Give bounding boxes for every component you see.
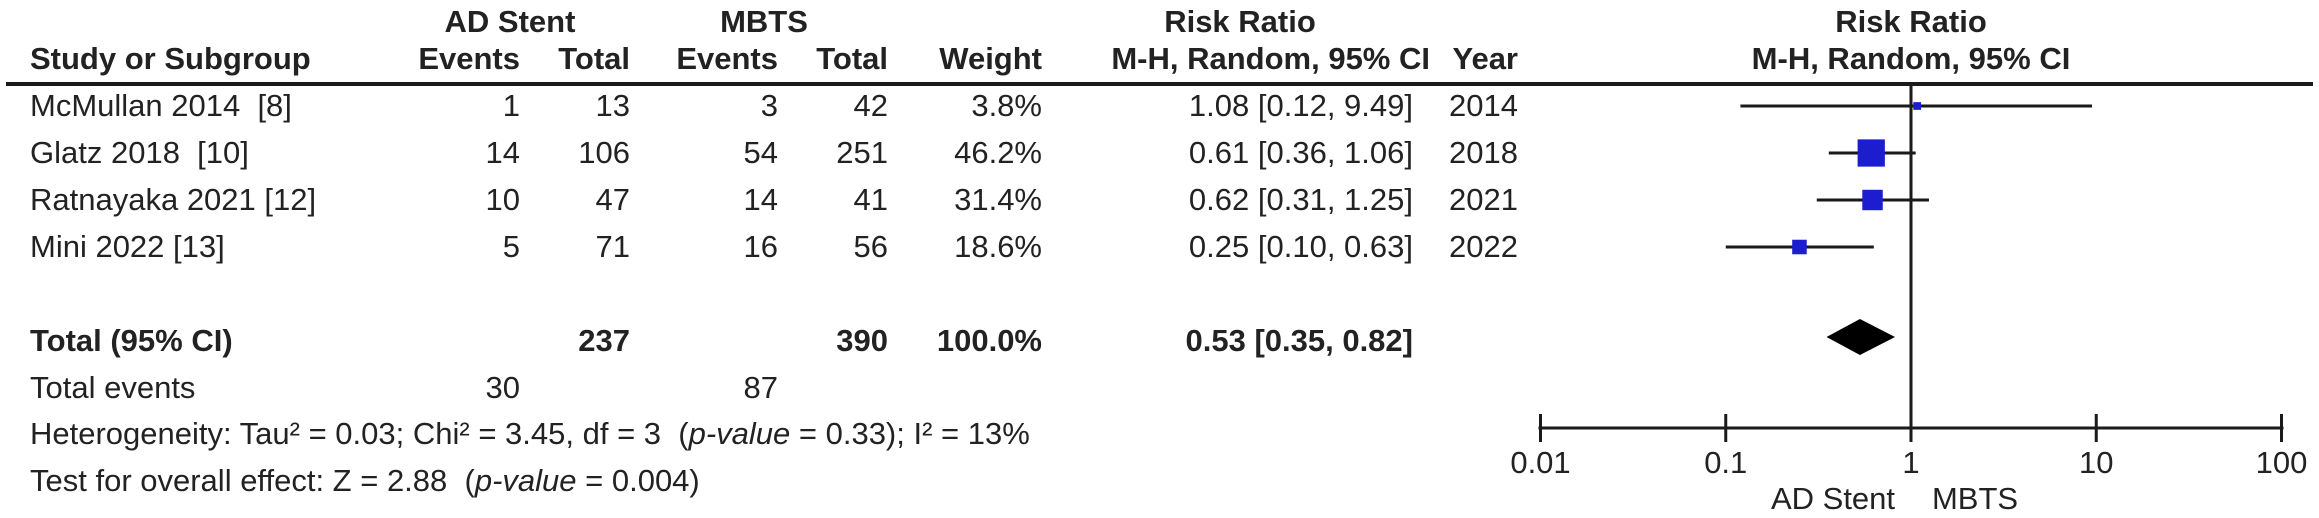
- col-header-ad-events: Events: [418, 41, 520, 76]
- favours-right-label: MBTS: [1932, 481, 2018, 516]
- weight-value: 3.8%: [971, 88, 1042, 123]
- total-events-ad-stent: 30: [485, 370, 520, 405]
- group-header-ad-stent: AD Stent: [444, 4, 576, 39]
- col-header-mbts-events: Events: [676, 41, 778, 76]
- risk-ratio-header-right: Risk Ratio: [1835, 4, 1987, 39]
- col-header-mbts-total: Total: [816, 41, 888, 76]
- year-value: 2014: [1449, 88, 1518, 123]
- mbts-total: 42: [853, 88, 888, 123]
- total-events-label: Total events: [30, 370, 196, 405]
- heterogeneity-text-post: = 0.33); I² = 13%: [790, 416, 1030, 451]
- year-value: 2021: [1449, 182, 1518, 217]
- col-header-study: Study or Subgroup: [30, 41, 311, 76]
- overall-effect-text-pre: Test for overall effect: Z = 2.88 (: [30, 463, 475, 498]
- mbts-total: 41: [853, 182, 888, 217]
- total-events-row: Total events 30 87: [0, 366, 2319, 410]
- mbts-events: 3: [760, 88, 778, 123]
- column-header-row: Study or Subgroup Events Total Events To…: [0, 37, 2319, 81]
- favours-left-label: AD Stent: [1771, 481, 1895, 516]
- mbts-events: 54: [743, 135, 778, 170]
- effect-square: [1857, 139, 1885, 167]
- ad-stent-events: 1: [502, 88, 520, 123]
- heterogeneity-pvalue-italic: p-value: [688, 416, 791, 451]
- study-row: Ratnayaka 2021 [12] 10 47 14 41 31.4% 0.…: [0, 178, 2319, 222]
- overall-effect-text-post: = 0.004): [576, 463, 700, 498]
- ad-stent-total: 47: [595, 182, 630, 217]
- effect-square: [1913, 102, 1922, 110]
- total-label: Total (95% CI): [30, 323, 233, 358]
- axis-tick-label: 1: [1902, 445, 1919, 480]
- year-value: 2018: [1449, 135, 1518, 170]
- effect-square: [1862, 189, 1883, 211]
- axis-tick-label: 0.01: [1510, 445, 1570, 480]
- mbts-events: 16: [743, 229, 778, 264]
- study-row: Glatz 2018 [10] 14 106 54 251 46.2% 0.61…: [0, 131, 2319, 175]
- total-row: Total (95% CI) 237 390 100.0% 0.53 [0.35…: [0, 319, 2319, 363]
- axis-tick-label: 0.1: [1704, 445, 1747, 480]
- ad-stent-total: 13: [595, 88, 630, 123]
- overall-effect-text: Test for overall effect: Z = 2.88 (p-val…: [30, 459, 700, 503]
- col-header-ad-total: Total: [558, 41, 630, 76]
- study-name: Glatz 2018 [10]: [30, 135, 249, 170]
- year-value: 2022: [1449, 229, 1518, 264]
- total-ad-stent-n: 237: [578, 323, 630, 358]
- group-header-row: AD Stent MBTS Risk Ratio Risk Ratio: [0, 0, 2319, 44]
- overall-effect-pvalue-italic: p-value: [474, 463, 577, 498]
- heterogeneity-text: Heterogeneity: Tau² = 0.03; Chi² = 3.45,…: [30, 412, 1030, 456]
- ad-stent-total: 71: [595, 229, 630, 264]
- col-header-year: Year: [1452, 41, 1518, 76]
- total-mbts-n: 390: [836, 323, 888, 358]
- total-events-mbts: 87: [743, 370, 778, 405]
- mbts-total: 56: [853, 229, 888, 264]
- axis-tick-label: 10: [2079, 445, 2113, 480]
- study-row: Mini 2022 [13] 5 71 16 56 18.6% 0.25 [0.…: [0, 225, 2319, 269]
- col-header-weight: Weight: [939, 41, 1042, 76]
- effect-square: [1792, 239, 1807, 255]
- study-name: Ratnayaka 2021 [12]: [30, 182, 317, 217]
- weight-value: 46.2%: [954, 135, 1042, 170]
- study-row: McMullan 2014 [8] 1 13 3 42 3.8% 1.08 [0…: [0, 84, 2319, 128]
- risk-ratio-value: 1.08 [0.12, 9.49]: [1188, 88, 1413, 123]
- study-name: McMullan 2014 [8]: [30, 88, 292, 123]
- mbts-events: 14: [743, 182, 778, 217]
- col-header-mh-random-ci: M-H, Random, 95% CI: [1111, 41, 1430, 76]
- ad-stent-events: 5: [502, 229, 520, 264]
- overall-effect-row: Test for overall effect: Z = 2.88 (p-val…: [0, 459, 2319, 503]
- risk-ratio-value: 0.62 [0.31, 1.25]: [1188, 182, 1413, 217]
- risk-ratio-value: 0.25 [0.10, 0.63]: [1188, 229, 1413, 264]
- ad-stent-total: 106: [578, 135, 630, 170]
- total-weight: 100.0%: [936, 323, 1042, 358]
- weight-value: 31.4%: [954, 182, 1042, 217]
- plot-header-mh-random-ci: M-H, Random, 95% CI: [1751, 41, 2071, 76]
- heterogeneity-text-pre: Heterogeneity: Tau² = 0.03; Chi² = 3.45,…: [30, 416, 689, 451]
- header-rule: [6, 82, 2313, 86]
- axis-tick-label: 100: [2256, 445, 2308, 480]
- study-name: Mini 2022 [13]: [30, 229, 225, 264]
- group-header-mbts: MBTS: [720, 4, 808, 39]
- risk-ratio-value: 0.61 [0.36, 1.06]: [1188, 135, 1413, 170]
- total-risk-ratio: 0.53 [0.35, 0.82]: [1185, 323, 1414, 358]
- ad-stent-events: 14: [485, 135, 520, 170]
- summary-diamond: [1826, 319, 1896, 355]
- ad-stent-events: 10: [485, 182, 520, 217]
- risk-ratio-header-left: Risk Ratio: [1164, 4, 1316, 39]
- mbts-total: 251: [836, 135, 888, 170]
- weight-value: 18.6%: [954, 229, 1042, 264]
- heterogeneity-row: Heterogeneity: Tau² = 0.03; Chi² = 3.45,…: [0, 412, 2319, 456]
